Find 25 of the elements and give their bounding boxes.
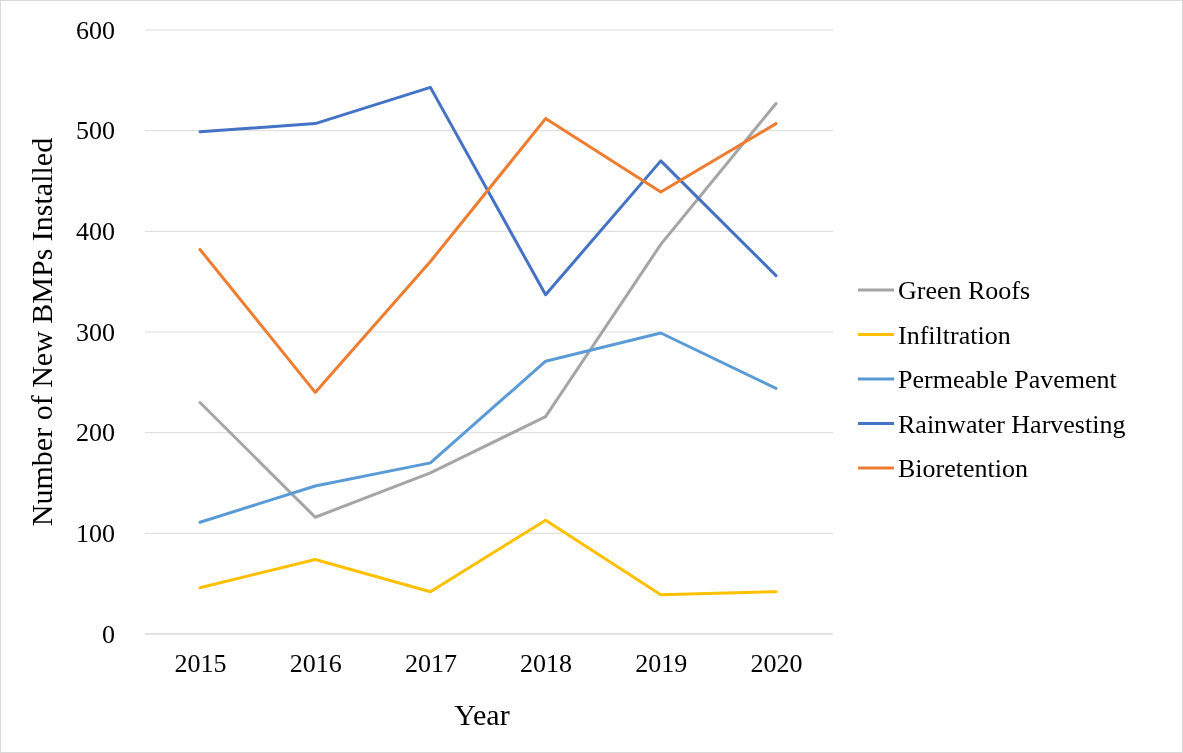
legend-label: Bioretention xyxy=(898,454,1028,483)
y-tick-label: 600 xyxy=(76,15,115,45)
y-tick-label: 100 xyxy=(76,519,115,549)
legend-label: Infiltration xyxy=(898,320,1011,350)
y-tick-label: 400 xyxy=(76,217,115,247)
y-axis-title: Number of New BMPs Installed xyxy=(25,137,58,527)
x-tick-label: 2016 xyxy=(289,649,342,679)
x-tick-label: 2018 xyxy=(520,649,573,679)
y-tick-label: 0 xyxy=(102,619,115,649)
x-tick-label: 2017 xyxy=(404,649,457,679)
line-series xyxy=(198,331,778,524)
line-series xyxy=(198,85,778,297)
legend-label: Permeable Pavement xyxy=(898,365,1118,394)
y-tick-label: 200 xyxy=(76,418,115,448)
x-tick-label: 2019 xyxy=(635,649,688,679)
legend-label: Rainwater Harvesting xyxy=(898,409,1126,439)
y-tick-label: 500 xyxy=(76,116,115,146)
line-series xyxy=(198,518,778,597)
x-axis-title: Year xyxy=(454,698,510,731)
line-series xyxy=(198,117,778,394)
line-series xyxy=(198,101,778,519)
x-tick-label: 2020 xyxy=(750,649,803,679)
y-tick-label: 300 xyxy=(76,317,115,347)
x-tick-label: 2015 xyxy=(174,649,227,679)
legend-label: Green Roofs xyxy=(898,276,1031,305)
